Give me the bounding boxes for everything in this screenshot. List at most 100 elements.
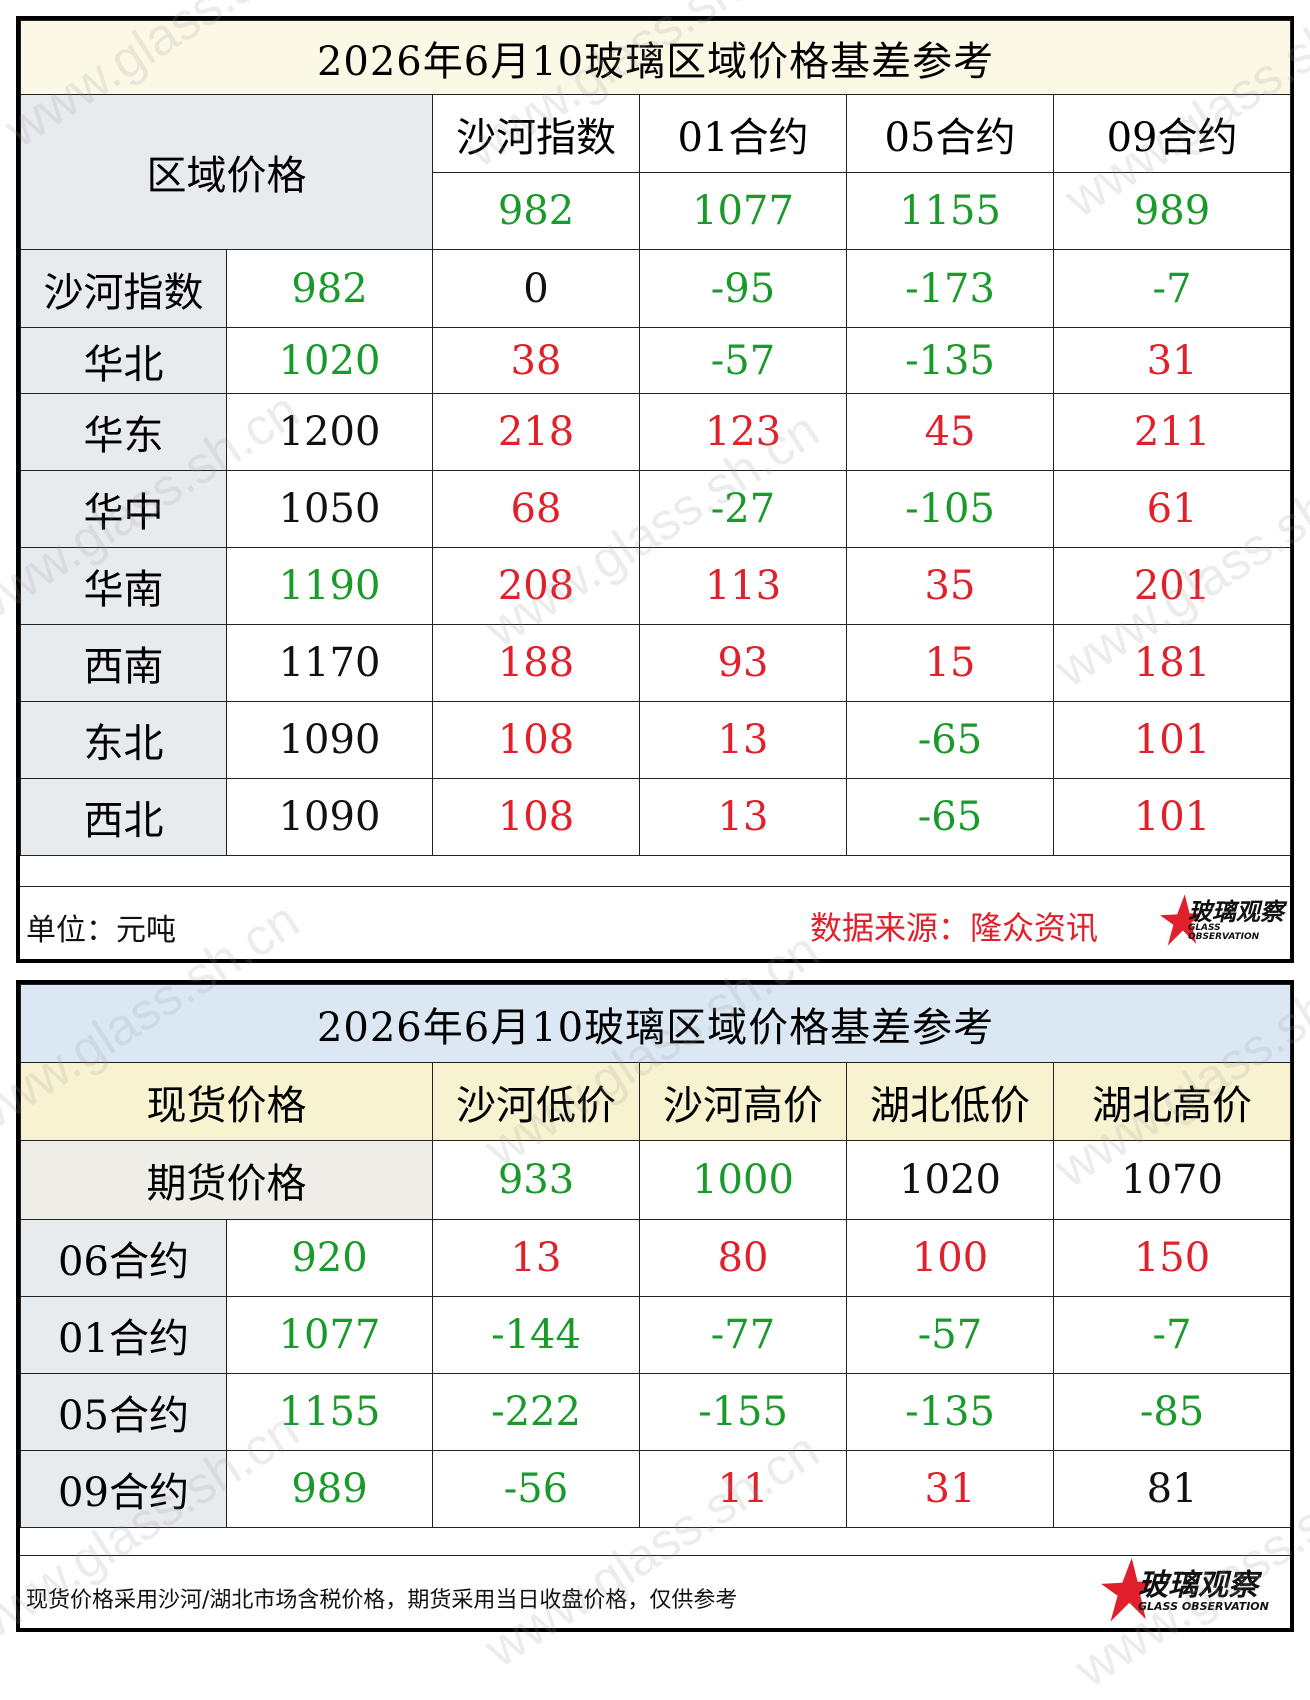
- basis-cell: 100: [846, 1219, 1054, 1297]
- logo-subtitle: GLASS OBSERVATION: [1187, 923, 1260, 942]
- basis-cell: 108: [432, 701, 640, 779]
- table-row: 东北 1090 108 13 -65 101: [20, 701, 1292, 779]
- basis-cell: 61: [1052, 470, 1292, 548]
- basis-cell: 201: [1052, 547, 1292, 625]
- table-footer: 现货价格采用沙河/湖北市场含税价格，期货采用当日收盘价格，仅供参考 玻璃观察 G…: [20, 1555, 1290, 1628]
- column-header: 湖北高价: [1052, 1062, 1292, 1141]
- table-row: 06合约 920 13 80 100 150: [20, 1219, 1292, 1297]
- futures-label: 期货价格: [20, 1140, 433, 1220]
- column-price: 1070: [1052, 1140, 1292, 1220]
- region-label: 华东: [20, 393, 227, 471]
- basis-cell: -135: [846, 327, 1054, 394]
- regional-basis-panel: 2026年6月10玻璃区域价格基差参考 区域价格 沙河指数 01合约 05合约 …: [16, 16, 1294, 963]
- region-label: 西北: [20, 778, 227, 856]
- table-row: 09合约 989 -56 11 31 81: [20, 1450, 1292, 1528]
- basis-cell: 101: [1052, 778, 1292, 856]
- basis-cell: -85: [1052, 1373, 1292, 1451]
- basis-cell: -7: [1052, 1296, 1292, 1374]
- table-row: 华北 1020 38 -57 -135 31: [20, 327, 1292, 394]
- table-row: 西南 1170 188 93 15 181: [20, 624, 1292, 702]
- basis-cell: 31: [846, 1450, 1054, 1528]
- brand-logo: 玻璃观察 GLASS OBSERVATION: [1160, 893, 1290, 949]
- basis-cell: 13: [432, 1219, 640, 1297]
- logo-text: 玻璃观察: [1187, 898, 1284, 926]
- basis-cell: -57: [639, 327, 847, 394]
- column-price: 982: [432, 172, 640, 250]
- region-price: 1200: [226, 393, 433, 471]
- basis-cell: -77: [639, 1296, 847, 1374]
- basis-cell: -57: [846, 1296, 1054, 1374]
- logo-subtitle: GLASS OBSERVATION: [1138, 1599, 1269, 1613]
- basis-cell: -173: [846, 249, 1054, 328]
- basis-cell: 150: [1052, 1219, 1292, 1297]
- basis-cell: 13: [639, 778, 847, 856]
- basis-cell: 35: [846, 547, 1054, 625]
- basis-cell: -155: [639, 1373, 847, 1451]
- basis-cell: 31: [1052, 327, 1292, 394]
- contract-label: 01合约: [20, 1296, 227, 1374]
- column-header: 沙河低价: [432, 1062, 640, 1141]
- region-label: 西南: [20, 624, 227, 702]
- column-header: 09合约: [1052, 94, 1292, 173]
- basis-cell: 188: [432, 624, 640, 702]
- basis-cell: 11: [639, 1450, 847, 1528]
- basis-cell: -95: [639, 249, 847, 328]
- contract-rows: 06合约 920 13 80 100 150 01合约 1077 -144 -77 -57 -7 05合…: [20, 1219, 1292, 1528]
- region-label: 华南: [20, 547, 227, 625]
- column-price: 1155: [846, 172, 1054, 250]
- region-price: 1090: [226, 701, 433, 779]
- contract-label: 09合约: [20, 1450, 227, 1528]
- region-label: 东北: [20, 701, 227, 779]
- basis-cell: 93: [639, 624, 847, 702]
- star-icon: [1160, 894, 1202, 946]
- region-label: 沙河指数: [20, 249, 227, 328]
- column-price: 1077: [639, 172, 847, 250]
- unit-label: 单位：元吨: [26, 913, 176, 948]
- spot-futures-basis-panel: 2026年6月10玻璃区域价格基差参考 现货价格 沙河低价 沙河高价 湖北低价 …: [16, 980, 1294, 1632]
- basis-cell: -222: [432, 1373, 640, 1451]
- contract-price: 1155: [226, 1373, 433, 1451]
- basis-cell: -56: [432, 1450, 640, 1528]
- basis-cell: 0: [432, 249, 640, 328]
- column-price: 1000: [639, 1140, 847, 1220]
- table-row: 05合约 1155 -222 -155 -135 -85: [20, 1373, 1292, 1451]
- basis-cell: 80: [639, 1219, 847, 1297]
- regional-rows: 沙河指数 982 0 -95 -173 -7 华北 1020 38 -57 -135 31 华东 1200…: [20, 249, 1292, 856]
- region-price: 1050: [226, 470, 433, 548]
- star-icon: [1101, 1558, 1153, 1622]
- basis-cell: 208: [432, 547, 640, 625]
- region-price: 1170: [226, 624, 433, 702]
- corner-label: 区域价格: [20, 94, 433, 250]
- basis-cell: 13: [639, 701, 847, 779]
- regional-basis-table: 2026年6月10玻璃区域价格基差参考 区域价格 沙河指数 01合约 05合约 …: [19, 20, 1292, 856]
- basis-cell: 218: [432, 393, 640, 471]
- basis-cell: 38: [432, 327, 640, 394]
- basis-cell: -135: [846, 1373, 1054, 1451]
- footnote: 现货价格采用沙河/湖北市场含税价格，期货采用当日收盘价格，仅供参考: [26, 1588, 738, 1613]
- table-row: 01合约 1077 -144 -77 -57 -7: [20, 1296, 1292, 1374]
- basis-cell: 68: [432, 470, 640, 548]
- column-price: 933: [432, 1140, 640, 1220]
- basis-cell: -27: [639, 470, 847, 548]
- table-row: 华中 1050 68 -27 -105 61: [20, 470, 1292, 548]
- basis-cell: -7: [1052, 249, 1292, 328]
- basis-cell: -65: [846, 778, 1054, 856]
- basis-cell: 123: [639, 393, 847, 471]
- basis-cell: 101: [1052, 701, 1292, 779]
- basis-cell: 15: [846, 624, 1054, 702]
- data-source: 数据来源：隆众资讯: [810, 909, 1099, 947]
- basis-cell: 45: [846, 393, 1054, 471]
- region-label: 华北: [20, 327, 227, 394]
- column-price: 1020: [846, 1140, 1054, 1220]
- column-header: 01合约: [639, 94, 847, 173]
- basis-cell: -65: [846, 701, 1054, 779]
- region-price: 982: [226, 249, 433, 328]
- basis-cell: 113: [639, 547, 847, 625]
- spot-label: 现货价格: [20, 1062, 433, 1141]
- logo-text: 玻璃观察: [1138, 1567, 1258, 1603]
- contract-price: 920: [226, 1219, 433, 1297]
- region-price: 1190: [226, 547, 433, 625]
- column-header: 湖北低价: [846, 1062, 1054, 1141]
- table-row: 华东 1200 218 123 45 211: [20, 393, 1292, 471]
- basis-cell: 181: [1052, 624, 1292, 702]
